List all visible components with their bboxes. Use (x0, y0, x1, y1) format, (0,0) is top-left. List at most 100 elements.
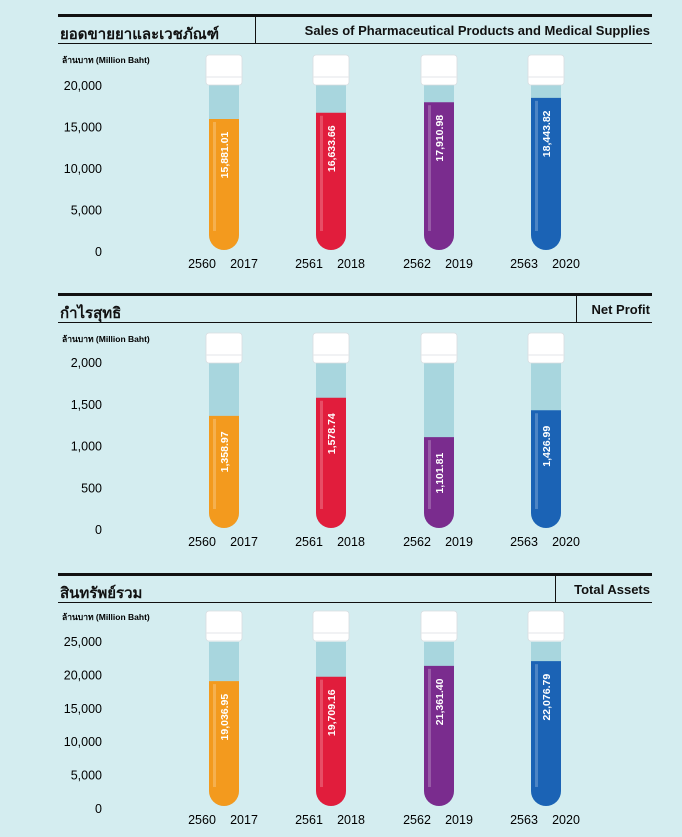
total-assets-x-tick: 2018 (337, 813, 365, 827)
net-profit-x-tick: 2019 (445, 535, 473, 549)
sales-tube-2019: 17,910.98 (420, 54, 458, 251)
sales-x-tick-thai: 2563 (510, 257, 538, 271)
net-profit-x-tick: 2020 (552, 535, 580, 549)
sales-data-label: 15,881.01 (219, 131, 231, 178)
sales-bar (316, 112, 346, 250)
total-assets-data-label: 19,709.16 (326, 689, 338, 736)
net-profit-data-label: 1,426.99 (541, 426, 553, 467)
net-profit-x-tick-thai: 2561 (295, 535, 323, 549)
total-assets-x-tick-thai: 2563 (510, 813, 538, 827)
total-assets-y-tick: 20,000 (64, 668, 102, 682)
sales-y-tick: 5,000 (71, 204, 102, 218)
net-profit-data-label: 1,578.74 (326, 413, 338, 454)
net-profit-title: Net Profit (591, 302, 651, 317)
sales-y-tick: 10,000 (64, 162, 102, 176)
sales-bar-highlight (428, 105, 431, 231)
sales-title-thai: ยอดขายยาและเวชภัณฑ์ (60, 26, 220, 43)
sales-x-tick: 2019 (445, 257, 473, 271)
net-profit-title-thai: กำไรสุทธิ (60, 305, 122, 322)
sales-bar-highlight (320, 115, 323, 231)
total-assets-y-tick: 15,000 (64, 702, 102, 716)
total-assets-bar (316, 676, 346, 806)
sales-cap (527, 54, 565, 86)
total-assets-tube-2020: 22,076.79 (527, 610, 565, 806)
total-assets-x-tick: 2017 (230, 813, 258, 827)
total-assets-y-tick: 25,000 (64, 635, 102, 649)
net-profit-tube-2017: 1,358.97 (205, 332, 243, 528)
total-assets-cap (312, 610, 350, 642)
total-assets-tube-2017: 19,036.95 (205, 610, 243, 806)
net-profit-y-tick: 1,000 (71, 440, 102, 454)
net-profit-cap (527, 332, 565, 364)
sales-y-tick: 15,000 (64, 121, 102, 135)
net-profit-bar-highlight (428, 440, 431, 509)
net-profit-bar (531, 410, 561, 528)
net-profit-data-label: 1,101.81 (434, 453, 446, 494)
total-assets-y-tick: 0 (95, 802, 102, 816)
sales-chart: ล้านบาท (Million Baht) 20,000 15,000 10,000… (62, 54, 580, 271)
net-profit-tube-2019: 1,101.81 (420, 332, 458, 528)
total-assets-data-label: 22,076.79 (541, 674, 553, 721)
sales-header: ยอดขายยาและเวชภัณฑ์ Sales of Pharmaceuti… (58, 14, 652, 44)
total-assets-x-tick: 2020 (552, 813, 580, 827)
net-profit-tube-2018: 1,578.74 (312, 332, 350, 528)
sales-cap (312, 54, 350, 86)
total-assets-tube-2018: 19,709.16 (312, 610, 350, 806)
sales-y-tick: 20,000 (64, 79, 102, 93)
sales-y-tick: 0 (95, 245, 102, 259)
sales-data-label: 17,910.98 (434, 115, 446, 162)
net-profit-data-label: 1,358.97 (219, 431, 231, 472)
total-assets-cap (420, 610, 458, 642)
total-assets-bar-highlight (213, 684, 216, 787)
sales-bar-highlight (213, 121, 216, 231)
total-assets-x-tick: 2019 (445, 813, 473, 827)
sales-data-label: 18,443.82 (541, 110, 553, 157)
total-assets-cap (205, 610, 243, 642)
sales-cap (420, 54, 458, 86)
total-assets-bar (531, 661, 561, 806)
net-profit-chart: ล้านบาท (Million Baht) 2,000 1,500 1,000 500… (62, 332, 580, 549)
total-assets-tube-2019: 21,361.40 (420, 610, 458, 806)
sales-x-tick-thai: 2562 (403, 257, 431, 271)
net-profit-bar (209, 415, 239, 528)
total-assets-x-tick-thai: 2562 (403, 813, 431, 827)
net-profit-y-tick: 2,000 (71, 356, 102, 370)
sales-x-tick: 2020 (552, 257, 580, 271)
net-profit-x-tick: 2017 (230, 535, 258, 549)
sales-data-label: 16,633.66 (326, 125, 338, 172)
net-profit-x-tick-thai: 2560 (188, 535, 216, 549)
total-assets-data-label: 21,361.40 (434, 678, 446, 725)
total-assets-title: Total Assets (574, 582, 650, 597)
net-profit-x-tick: 2018 (337, 535, 365, 549)
sales-x-tick: 2018 (337, 257, 365, 271)
net-profit-bar-highlight (320, 400, 323, 509)
net-profit-y-tick: 500 (81, 481, 102, 495)
total-assets-bar (424, 665, 454, 806)
net-profit-cap (205, 332, 243, 364)
net-profit-header: กำไรสุทธิ Net Profit (58, 293, 652, 323)
sales-unit-label: ล้านบาท (Million Baht) (62, 55, 150, 65)
sales-bar (531, 97, 561, 250)
sales-cap (205, 54, 243, 86)
total-assets-data-label: 19,036.95 (219, 694, 231, 741)
sales-tube-2017: 15,881.01 (205, 54, 243, 251)
net-profit-cap (312, 332, 350, 364)
net-profit-x-tick-thai: 2562 (403, 535, 431, 549)
sales-x-tick: 2017 (230, 257, 258, 271)
total-assets-header: สินทรัพย์รวม Total Assets (58, 573, 652, 603)
sales-bar (209, 118, 239, 251)
net-profit-cap (420, 332, 458, 364)
total-assets-y-tick: 10,000 (64, 735, 102, 749)
net-profit-unit-label: ล้านบาท (Million Baht) (62, 334, 150, 344)
total-assets-title-thai: สินทรัพย์รวม (60, 585, 143, 602)
net-profit-bar-highlight (213, 418, 216, 509)
total-assets-bar-highlight (428, 668, 431, 787)
net-profit-x-tick-thai: 2563 (510, 535, 538, 549)
sales-tube-2018: 16,633.66 (312, 54, 350, 250)
total-assets-bar (209, 681, 239, 806)
net-profit-y-tick: 0 (95, 523, 102, 537)
total-assets-x-tick-thai: 2561 (295, 813, 323, 827)
total-assets-cap (527, 610, 565, 642)
sales-x-tick-thai: 2561 (295, 257, 323, 271)
net-profit-bar (316, 397, 346, 528)
